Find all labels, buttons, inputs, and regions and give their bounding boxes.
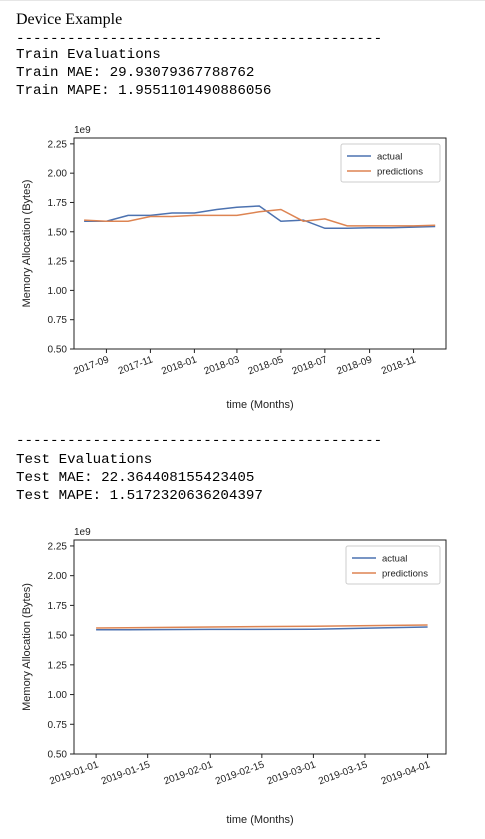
x-tick-label: 2017-11: [117, 354, 155, 377]
x-tick-label: 2018-11: [380, 354, 418, 377]
y-tick-label: 2.25: [48, 139, 68, 150]
test-mae: Test MAE: 22.364408155423405: [16, 470, 255, 486]
x-tick-label: 2018-05: [247, 354, 286, 377]
y-tick-label: 0.75: [48, 720, 68, 731]
x-tick-label: 2019-03-15: [317, 759, 369, 787]
series-line-actual: [84, 205, 436, 230]
x-tick-label: 2018-07: [291, 354, 330, 377]
y-tick-label: 1.25: [48, 257, 68, 268]
legend-label-actual: actual: [377, 152, 402, 163]
test-mape: Test MAPE: 1.5172320636204397: [16, 488, 263, 504]
legend-label-predictions: predictions: [382, 569, 428, 580]
x-axis-label: time (Months): [226, 814, 293, 826]
y-tick-label: 1.75: [48, 198, 68, 209]
series-line-actual: [96, 626, 428, 631]
page-title: Device Example: [16, 11, 123, 28]
train-mae: Train MAE: 29.93079367788762: [16, 65, 255, 81]
train-mape: Train MAPE: 1.9551101490886056: [16, 83, 272, 99]
y-tick-label: 1.00: [48, 690, 68, 701]
x-tick-label: 2017-09: [72, 354, 111, 377]
train-chart: 1e9 0.50 0.75 1.00 1.25 1.50 1.75 2.00 2.25 2017-…: [21, 125, 447, 411]
x-tick-label: 2019-01-15: [100, 759, 152, 787]
y-axis-label: Memory Allocation (Bytes): [21, 583, 33, 711]
y-multiplier-label: 1e9: [74, 125, 91, 136]
y-axis-label: Memory Allocation (Bytes): [21, 180, 33, 308]
y-tick-label: 1.75: [48, 601, 68, 612]
y-tick-label: 0.50: [48, 750, 68, 761]
legend-box: [340, 143, 441, 183]
x-axis-label: time (Months): [226, 399, 293, 411]
y-tick-label: 0.75: [48, 315, 68, 326]
test-heading: Test Evaluations: [16, 452, 153, 468]
x-tick-label: 2018-09: [335, 354, 374, 377]
y-tick-label: 2.00: [48, 169, 68, 180]
x-tick-label: 2019-04-01: [380, 759, 432, 787]
x-tick-label: 2019-03-01: [266, 759, 318, 787]
x-tick-label: 2018-01: [160, 354, 199, 377]
x-tick-label: 2019-02-15: [214, 759, 266, 787]
y-tick-label: 1.25: [48, 660, 68, 671]
separator-line: ----------------------------------------…: [16, 433, 383, 449]
y-tick-label: 1.50: [48, 631, 68, 642]
y-tick-label: 1.00: [48, 286, 68, 297]
series-line-predictions: [96, 624, 428, 629]
test-chart: 1e9 0.50 0.75 1.00 1.25 1.50 1.75 2.00 2.25 2019-…: [21, 527, 447, 826]
plot-frame: [73, 539, 447, 755]
train-heading: Train Evaluations: [16, 47, 161, 63]
legend-label-actual: actual: [382, 554, 407, 565]
legend-box: [345, 545, 441, 585]
y-multiplier-label: 1e9: [74, 527, 91, 538]
x-tick-label: 2018-03: [203, 354, 242, 377]
x-tick-label: 2019-01-01: [48, 759, 100, 787]
separator-line: ----------------------------------------…: [16, 31, 383, 47]
y-tick-label: 2.25: [48, 541, 68, 552]
legend-label-predictions: predictions: [377, 167, 423, 178]
top-divider: [0, 0, 485, 1]
x-tick-label: 2019-02-01: [162, 759, 214, 787]
y-tick-label: 2.00: [48, 571, 68, 582]
plot-frame: [73, 137, 447, 350]
series-line-predictions: [84, 208, 436, 227]
y-tick-label: 0.50: [48, 345, 68, 356]
y-tick-label: 1.50: [48, 227, 68, 238]
